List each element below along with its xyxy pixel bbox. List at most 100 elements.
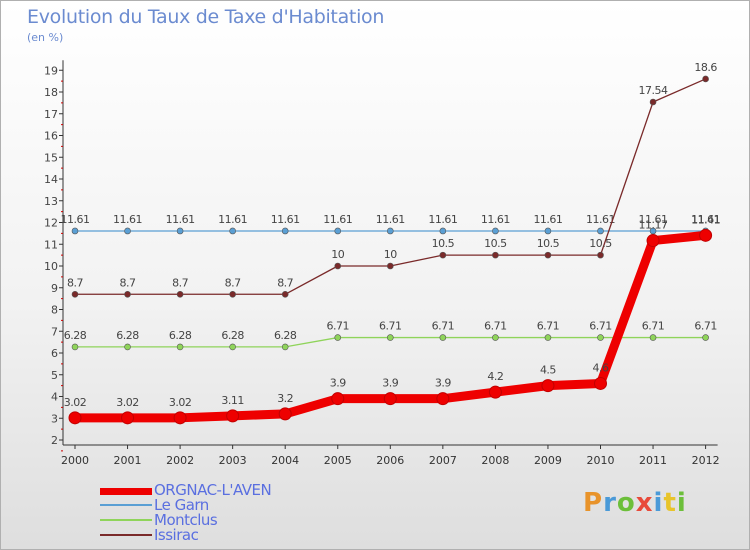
data-label: 11.61 — [376, 213, 405, 226]
data-label: 6.28 — [274, 329, 297, 342]
data-point — [699, 228, 713, 242]
data-point — [544, 334, 552, 341]
data-label: 11.61 — [271, 213, 300, 226]
x-tick-label: 2006 — [376, 454, 404, 467]
data-label: 11.61 — [691, 213, 720, 226]
data-label: 8.7 — [225, 276, 241, 289]
data-point — [71, 343, 79, 351]
data-label: 4.5 — [540, 364, 556, 377]
data-point — [124, 343, 131, 351]
data-point — [594, 376, 607, 390]
data-label: 6.28 — [169, 329, 192, 342]
legend-swatch-orgnac — [100, 488, 152, 495]
y-tick-label: 8 — [51, 304, 58, 317]
data-label: 11.61 — [586, 213, 615, 226]
data-point — [71, 227, 79, 235]
legend-label-montclus: Montclus — [154, 511, 218, 529]
data-point — [229, 227, 236, 235]
data-label: 3.9 — [435, 377, 451, 390]
data-point — [386, 334, 394, 341]
data-label: 3.11 — [221, 394, 244, 407]
data-point — [544, 251, 552, 259]
data-point — [68, 411, 82, 425]
data-label: 11.61 — [113, 213, 142, 226]
data-point — [124, 227, 131, 235]
data-label: 8.7 — [277, 276, 293, 289]
data-label: 10.5 — [484, 237, 507, 250]
data-label: 8.7 — [172, 276, 188, 289]
y-tick-label: 3 — [51, 412, 58, 425]
y-tick-label: 6 — [51, 347, 58, 360]
data-label: 3.02 — [169, 396, 192, 409]
x-tick-label: 2010 — [587, 454, 615, 467]
data-point — [597, 227, 604, 235]
y-tick-label: 19 — [44, 64, 58, 77]
data-label: 8.7 — [67, 276, 83, 289]
data-label: 6.28 — [64, 329, 87, 342]
data-label: 11.17 — [639, 219, 668, 232]
chart-title: Evolution du Taux de Taxe d'Habitation — [27, 6, 385, 28]
data-label: 11.61 — [533, 213, 562, 226]
data-point — [229, 343, 236, 351]
y-tick-label: 11 — [44, 238, 58, 251]
legend-swatch-issirac — [100, 534, 152, 536]
y-tick-label: 5 — [51, 369, 58, 382]
proxiti-logo: Proxiti — [583, 488, 687, 518]
data-label: 10.5 — [537, 237, 560, 250]
x-tick-label: 2009 — [534, 454, 562, 467]
data-label: 11.61 — [428, 213, 457, 226]
data-point — [334, 227, 342, 235]
data-label: 6.71 — [379, 320, 402, 333]
data-label: 6.71 — [642, 320, 665, 333]
data-point — [176, 343, 184, 351]
data-label: 6.71 — [327, 320, 350, 333]
data-point — [226, 409, 240, 423]
legend-label-le-garn: Le Garn — [154, 496, 209, 514]
x-tick-label: 2012 — [692, 454, 720, 467]
data-label: 6.71 — [537, 320, 560, 333]
x-tick-label: 2007 — [429, 454, 457, 467]
chart-subtitle: (en %) — [27, 31, 64, 44]
data-point — [176, 290, 184, 298]
data-label: 10 — [384, 248, 397, 261]
data-label: 18.6 — [694, 61, 717, 74]
x-tick-label: 2002 — [166, 454, 194, 467]
data-point — [702, 334, 709, 341]
data-label: 6.71 — [484, 320, 507, 333]
legend-swatch-le-garn — [100, 504, 152, 506]
y-tick-label: 13 — [44, 195, 58, 208]
data-point — [281, 227, 289, 235]
y-tick-label: 12 — [44, 217, 58, 230]
data-point — [281, 290, 289, 298]
data-point — [173, 411, 187, 425]
x-tick-label: 2008 — [481, 454, 509, 467]
data-label: 6.71 — [432, 320, 455, 333]
data-label: 6.28 — [221, 329, 244, 342]
data-point — [439, 251, 447, 259]
legend-label-issirac: Issirac — [154, 526, 199, 544]
data-point — [597, 334, 604, 341]
data-label: 10 — [331, 248, 344, 261]
data-label: 3.2 — [277, 392, 293, 405]
data-point — [278, 407, 292, 421]
data-point — [702, 75, 709, 83]
data-label: 10.5 — [432, 237, 455, 250]
data-point — [597, 251, 604, 259]
data-label: 6.28 — [116, 329, 139, 342]
y-tick-label: 4 — [51, 391, 58, 404]
y-tick-label: 7 — [51, 325, 58, 338]
data-point — [386, 262, 394, 270]
data-point — [386, 227, 394, 235]
data-point — [649, 227, 657, 235]
data-point — [649, 334, 657, 341]
data-point — [439, 334, 447, 341]
data-point — [492, 251, 499, 259]
data-point — [439, 227, 447, 235]
series-line-3 — [74, 78, 707, 295]
y-tick-label: 14 — [44, 173, 58, 186]
data-point — [492, 227, 499, 235]
data-label: 3.02 — [116, 396, 139, 409]
data-label: 6.71 — [589, 320, 612, 333]
